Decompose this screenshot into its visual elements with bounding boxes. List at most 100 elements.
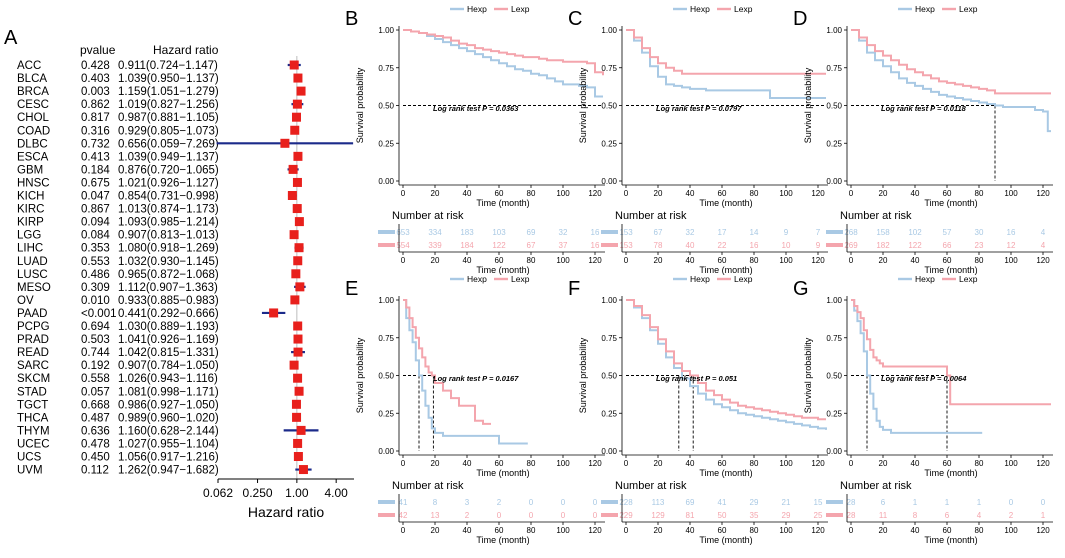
- risk-x-tick-label: 120: [811, 256, 825, 265]
- hazard-ratio-value: 1.032(0.930−1.145): [118, 256, 219, 268]
- risk-x-tick-label: 0: [849, 256, 854, 265]
- risk-x-tick-label: 0: [849, 526, 854, 535]
- risk-x-axis-title: Time (month): [924, 265, 977, 275]
- hazard-ratio-value: 1.093(0.985−1.214): [118, 217, 219, 229]
- risk-x-tick-label: 80: [527, 526, 536, 535]
- risk-count-lexp: 11: [879, 511, 888, 520]
- survival-curve-hexp: [403, 299, 528, 445]
- x-tick-label: 40: [911, 459, 920, 468]
- risk-count-lexp: 67: [527, 241, 536, 250]
- x-tick-label: 60: [943, 189, 952, 198]
- x-tick-label: 0: [624, 189, 629, 198]
- risk-count-hexp: 16: [1007, 228, 1016, 237]
- survival-curve-lexp: [851, 29, 1051, 95]
- x-tick-label: 80: [527, 189, 536, 198]
- risk-count-lexp: 6: [945, 511, 950, 520]
- hazard-ratio-marker: [289, 360, 299, 370]
- risk-count-hexp: 158: [876, 228, 890, 237]
- panel-label: E: [345, 278, 358, 300]
- y-tick-label: 0.25: [378, 139, 394, 148]
- hazard-ratio-value: 0.907(0.784−1.050): [118, 360, 219, 372]
- risk-x-tick-label: 20: [654, 526, 663, 535]
- x-tick-label: 100: [1004, 459, 1018, 468]
- cancer-label: KICH: [17, 191, 44, 203]
- risk-count-hexp: 183: [460, 228, 474, 237]
- hazard-ratio-marker: [289, 60, 299, 70]
- risk-count-lexp: 153: [619, 241, 633, 250]
- cancer-label: PCPG: [17, 321, 50, 333]
- cancer-label: CESC: [17, 99, 49, 111]
- hazard-ratio-value: 1.080(0.918−1.269): [118, 243, 219, 255]
- risk-x-axis-title: Time (month): [924, 535, 977, 545]
- y-tick-label: 0.00: [826, 447, 842, 456]
- risk-x-tick-label: 40: [911, 256, 920, 265]
- cancer-label: BRCA: [17, 86, 49, 98]
- x-tick-label: 120: [588, 459, 602, 468]
- cancer-label: PAAD: [17, 308, 47, 320]
- hazard-ratio-marker: [289, 230, 299, 240]
- risk-swatch-hexp: [378, 500, 395, 504]
- survival-panel-F: F Hexp Lexp 0.00 0.25 0.50 0.75 1.00 0 20 40 60 80 10…: [568, 274, 828, 545]
- risk-count-hexp: 7: [816, 228, 821, 237]
- risk-swatch-hexp: [378, 230, 395, 234]
- y-tick-label: 0.75: [601, 64, 617, 73]
- survival-curve-lexp: [626, 29, 826, 75]
- risk-count-hexp: 0: [529, 498, 534, 507]
- hazard-ratio-column-header: Hazard ratio: [153, 43, 219, 57]
- risk-swatch-lexp: [826, 513, 843, 517]
- risk-count-hexp: 8: [433, 498, 438, 507]
- risk-count-lexp: 122: [908, 241, 922, 250]
- risk-count-lexp: 50: [718, 511, 727, 520]
- hazard-ratio-value: 0.907(0.813−1.013): [118, 230, 219, 242]
- risk-count-hexp: 57: [943, 228, 952, 237]
- x-tick-label: 80: [975, 459, 984, 468]
- risk-x-axis-title: Time (month): [699, 535, 752, 545]
- hazard-ratio-value: 1.160(0.628−2.144): [118, 425, 219, 437]
- x-tick-label: 60: [495, 189, 504, 198]
- hazard-ratio-value: 0.929(0.805−1.073): [118, 125, 219, 137]
- legend-label-lexp: Lexp: [959, 274, 978, 284]
- y-tick-label: 0.25: [601, 409, 617, 418]
- hazard-ratio-value: 1.041(0.926−1.169): [118, 334, 219, 346]
- risk-count-lexp: 8: [913, 511, 918, 520]
- risk-count-hexp: 653: [396, 228, 410, 237]
- risk-table-title: Number at risk: [615, 480, 687, 492]
- hazard-ratio-value: 1.056(0.917−1.216): [118, 452, 219, 464]
- pvalue-value: 0.744: [81, 347, 110, 359]
- hazard-ratio-marker: [293, 321, 303, 331]
- risk-count-hexp: 0: [1041, 498, 1046, 507]
- x-tick-label: 60: [718, 189, 727, 198]
- risk-count-hexp: 102: [908, 228, 922, 237]
- pvalue-value: 0.316: [81, 125, 110, 137]
- risk-x-tick-label: 0: [401, 256, 406, 265]
- y-tick-label: 1.00: [826, 26, 842, 35]
- pvalue-value: 0.084: [81, 230, 110, 242]
- cancer-label: UCEC: [17, 438, 50, 450]
- risk-count-hexp: 41: [399, 498, 408, 507]
- hazard-ratio-marker: [287, 191, 297, 200]
- hazard-ratio-value: 1.039(0.950−1.137): [118, 73, 219, 85]
- log-rank-pvalue: Log rank test P = 0.0118: [881, 104, 967, 113]
- risk-count-lexp: 12: [1007, 241, 1016, 250]
- risk-count-hexp: 0: [1009, 498, 1014, 507]
- y-tick-label: 0.25: [826, 409, 842, 418]
- hazard-ratio-marker: [293, 347, 303, 357]
- survival-curve-hexp: [626, 29, 826, 99]
- x-tick-label: 120: [811, 459, 825, 468]
- legend-label-lexp: Lexp: [734, 4, 753, 14]
- risk-count-lexp: 35: [750, 511, 759, 520]
- risk-x-tick-label: 0: [624, 526, 629, 535]
- x-tick-label: 40: [686, 459, 695, 468]
- cancer-label: THCA: [17, 412, 49, 424]
- pvalue-column-header: pvalue: [80, 43, 116, 57]
- cancer-label: COAD: [17, 125, 50, 137]
- x-tick-label: 100: [556, 459, 570, 468]
- risk-x-tick-label: 20: [879, 256, 888, 265]
- risk-x-tick-label: 100: [1004, 526, 1018, 535]
- risk-count-hexp: 0: [593, 498, 598, 507]
- risk-count-lexp: 2: [465, 511, 470, 520]
- risk-x-tick-label: 100: [1004, 256, 1018, 265]
- risk-x-tick-label: 120: [588, 526, 602, 535]
